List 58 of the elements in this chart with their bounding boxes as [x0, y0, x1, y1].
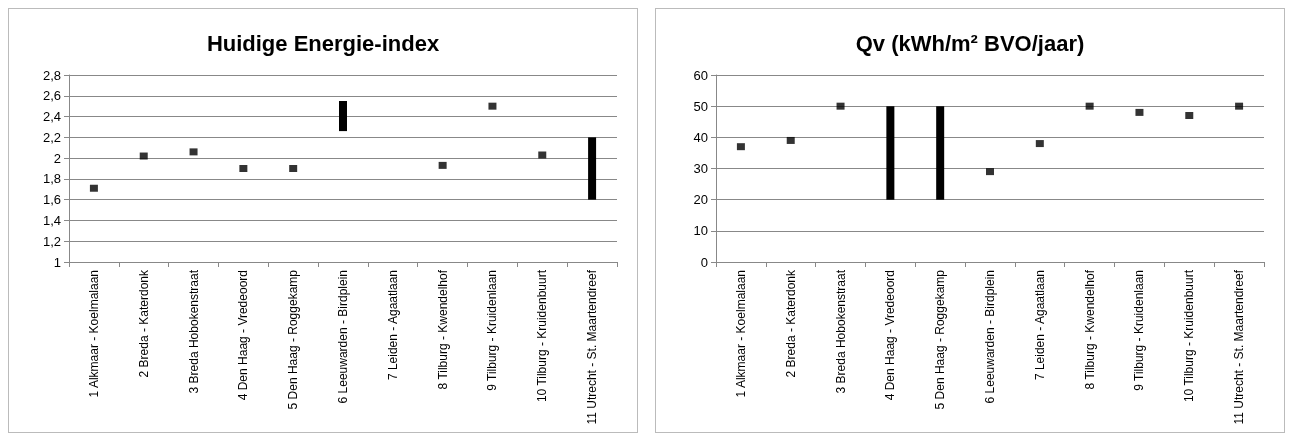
y-tick-label: 2,4 [42, 109, 61, 125]
point [538, 151, 547, 159]
x-tick-label: 11 Utrecht - St. Maartendreef [1232, 269, 1247, 425]
point [1035, 140, 1044, 148]
x-tick-label: 1 Alkmaar - Koelmalaan [733, 270, 748, 398]
x-tick-label: 6 Leeuwarden - Birdplein [983, 270, 997, 404]
y-tick-label: 1,4 [42, 212, 61, 228]
y-tick-label: 1,8 [42, 171, 61, 187]
y-tick-label: 1,6 [42, 192, 61, 208]
x-tick-label: 6 Leeuwarden - Birdplein [336, 270, 350, 404]
point [986, 168, 994, 176]
y-tick-label: 50 [693, 98, 708, 114]
point [736, 143, 745, 151]
point [438, 161, 447, 169]
x-tick-label: 4 Den Haag - Vredeoord [883, 270, 898, 401]
x-tick-label: 5 Den Haag - Roggekamp [933, 269, 948, 410]
point [786, 136, 795, 144]
y-tick-label: 2,8 [42, 67, 61, 83]
y-tick-label: 1 [53, 254, 61, 270]
point [488, 102, 497, 110]
point [239, 165, 248, 172]
y-tick-label: 2,6 [42, 88, 61, 104]
point [189, 148, 198, 156]
x-tick-label: 3 Breda Hobokenstraat [833, 269, 848, 394]
x-tick-label: 7 Leiden - Agaatlaan [385, 270, 400, 381]
y-tick-label: 60 [693, 67, 708, 83]
point [139, 152, 148, 160]
x-tick-label: 2 Breda - Katerdonk [136, 269, 151, 378]
x-tick-label: 9 Tilburg - Kruidenlaan [1132, 270, 1147, 391]
point [289, 165, 298, 172]
point [836, 102, 845, 110]
chart-title: Huidige Energie-index [206, 30, 440, 56]
x-tick-label: 1 Alkmaar - Koelmalaan [86, 270, 101, 398]
x-tick-label: 8 Tilburg - Kwendelhof [1082, 269, 1097, 390]
point [89, 184, 98, 192]
y-tick-label: 20 [693, 192, 708, 208]
x-tick-label: 5 Den Haag - Roggekamp [286, 269, 301, 410]
x-tick-label: 4 Den Haag - Vredeoord [236, 270, 251, 401]
chart-title: Qv (kWh/m² BVO/jaar) [855, 30, 1085, 56]
y-tick-label: 30 [693, 161, 708, 176]
y-tick-label: 2,2 [42, 129, 61, 145]
y-tick-label: 40 [693, 129, 708, 145]
point [1085, 102, 1094, 110]
y-tick-label: 0 [700, 254, 708, 270]
point [1135, 108, 1144, 116]
x-tick-label: 10 Tilburg - Kruidenbuurt [1182, 269, 1197, 403]
x-tick-label: 7 Leiden - Agaatlaan [1032, 270, 1047, 381]
x-tick-label: 2 Breda - Katerdonk [783, 269, 798, 378]
x-tick-label: 8 Tilburg - Kwendelhof [435, 269, 450, 390]
point [1185, 112, 1194, 120]
point [1235, 102, 1244, 110]
x-tick-label: 9 Tilburg - Kruidenlaan [485, 270, 500, 391]
y-tick-label: 1,2 [42, 233, 61, 249]
y-tick-label: 2 [53, 150, 61, 166]
y-tick-label: 10 [693, 223, 708, 239]
x-tick-label: 3 Breda Hobokenstraat [186, 269, 201, 394]
x-tick-label: 11 Utrecht - St. Maartendreef [585, 269, 600, 425]
x-tick-label: 10 Tilburg - Kruidenbuurt [535, 269, 550, 403]
